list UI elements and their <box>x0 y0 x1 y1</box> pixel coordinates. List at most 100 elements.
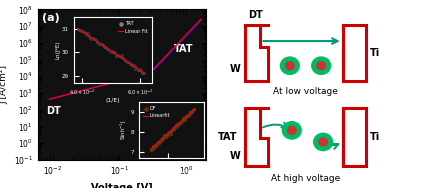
Point <box>121 78 128 81</box>
Circle shape <box>317 62 325 70</box>
Point <box>143 75 149 78</box>
Point <box>114 54 121 57</box>
Point <box>104 48 111 51</box>
Point <box>128 63 134 66</box>
Point <box>153 143 160 146</box>
Point <box>111 81 118 84</box>
Point <box>164 133 171 136</box>
Point <box>79 30 86 33</box>
Point <box>160 138 167 141</box>
Point <box>105 48 112 51</box>
Point <box>187 111 194 114</box>
Point <box>168 129 175 132</box>
Point <box>153 65 160 68</box>
Point <box>69 92 76 95</box>
Point <box>74 91 80 94</box>
Circle shape <box>314 133 333 151</box>
Point <box>161 56 168 59</box>
Point <box>182 118 189 121</box>
Point <box>141 71 148 74</box>
Point <box>155 141 162 144</box>
Point <box>192 24 199 27</box>
Point <box>139 73 146 76</box>
Point <box>120 57 126 60</box>
Point <box>174 43 181 46</box>
Point <box>81 32 88 35</box>
Point <box>87 87 93 90</box>
Point <box>184 114 190 117</box>
Point <box>120 78 127 81</box>
Point <box>133 66 140 69</box>
Point <box>84 33 91 36</box>
Point <box>156 61 163 64</box>
Point <box>107 50 114 53</box>
Point <box>104 82 111 85</box>
Point <box>136 68 143 71</box>
Point <box>165 52 172 55</box>
Point <box>155 140 162 143</box>
Point <box>139 71 146 74</box>
Point <box>183 33 190 36</box>
Point <box>165 52 172 55</box>
Point <box>65 93 72 96</box>
Point <box>83 31 89 34</box>
Point <box>162 55 169 58</box>
Point <box>78 89 85 92</box>
Text: W: W <box>230 64 241 74</box>
Point <box>80 89 86 92</box>
Point <box>180 36 187 39</box>
Point <box>184 32 190 35</box>
Point <box>100 84 107 87</box>
Point <box>188 28 195 31</box>
Point <box>151 67 158 70</box>
Point <box>123 59 130 62</box>
Point <box>190 25 197 28</box>
Point <box>110 81 117 84</box>
Point <box>169 129 176 132</box>
Point <box>131 63 138 66</box>
Point <box>64 93 70 96</box>
Point <box>152 144 159 147</box>
Point <box>103 83 109 86</box>
Point <box>191 108 197 111</box>
Point <box>179 37 186 40</box>
Point <box>86 34 93 37</box>
Point <box>59 94 66 97</box>
Point <box>151 67 157 70</box>
Point <box>76 29 83 32</box>
Point <box>113 80 120 83</box>
Point <box>51 96 57 99</box>
Point <box>183 34 189 37</box>
Point <box>168 49 174 52</box>
Point <box>80 30 87 33</box>
Point <box>82 88 89 91</box>
Point <box>53 96 60 99</box>
Point <box>108 81 115 84</box>
Point <box>178 120 185 123</box>
Point <box>134 69 141 72</box>
Point <box>128 64 135 67</box>
Circle shape <box>282 122 301 139</box>
Point <box>179 37 186 40</box>
Point <box>88 87 95 90</box>
Point <box>133 75 140 78</box>
Text: W: W <box>230 151 241 161</box>
Point <box>185 114 192 117</box>
Point <box>197 18 204 21</box>
Point <box>118 54 125 57</box>
Point <box>190 26 197 29</box>
Point <box>98 84 105 87</box>
Point <box>189 27 195 30</box>
Point <box>187 29 194 32</box>
Point <box>189 109 195 112</box>
Point <box>78 29 85 32</box>
Point <box>124 61 131 64</box>
Circle shape <box>319 138 328 146</box>
Point <box>182 34 189 37</box>
Point <box>174 42 181 45</box>
Point <box>168 49 175 52</box>
Point <box>192 23 199 26</box>
Point <box>157 60 164 63</box>
Text: TAT: TAT <box>174 44 193 54</box>
Point <box>136 74 143 77</box>
